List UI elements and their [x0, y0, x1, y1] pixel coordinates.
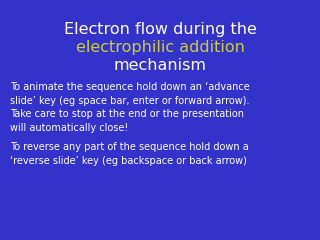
Text: To reverse any part of the sequence hold down a
‘reverse slide’ key (eg backspac: To reverse any part of the sequence hold… [10, 142, 249, 166]
Text: mechanism: mechanism [114, 58, 206, 73]
Text: Electron flow during the: Electron flow during the [64, 22, 256, 37]
Text: To animate the sequence hold down an ‘advance
slide’ key (eg space bar, enter or: To animate the sequence hold down an ‘ad… [10, 82, 250, 133]
Text: electrophilic addition: electrophilic addition [76, 40, 244, 55]
